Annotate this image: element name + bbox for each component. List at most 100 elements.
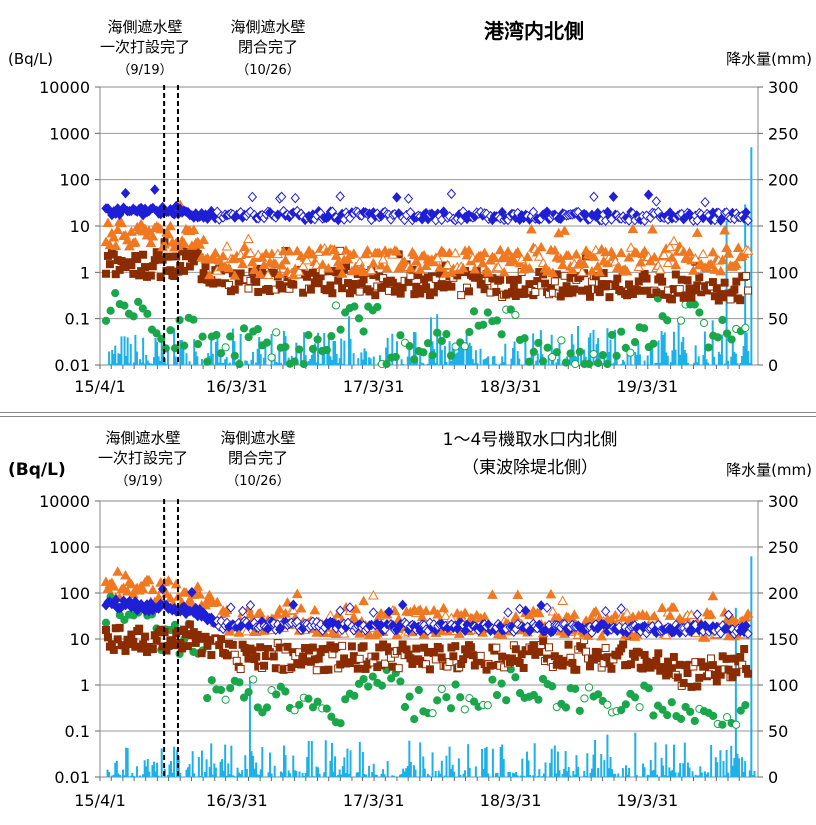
x-tick-label: 18/3/31: [480, 791, 542, 810]
marker-triangle: [221, 241, 233, 251]
annotation-date: （10/26）: [236, 63, 299, 78]
marker-triangle: [569, 609, 580, 619]
marker-triangle: [194, 239, 206, 249]
marker-circle: [492, 316, 502, 325]
marker-triangle: [126, 578, 137, 589]
marker-square: [244, 284, 253, 293]
y-tick-label: 0.1: [65, 310, 90, 329]
marker-diamond: [343, 617, 353, 629]
marker-circle: [322, 345, 331, 355]
marker-square: [197, 649, 206, 658]
marker-triangle: [723, 248, 734, 258]
y2-tick-label: 150: [768, 217, 799, 236]
marker-circle: [423, 339, 433, 348]
marker-circle: [230, 351, 239, 360]
marker-triangle: [664, 610, 676, 620]
y2-tick-label: 0: [768, 356, 778, 375]
marker-circle: [180, 341, 189, 350]
marker-circle: [235, 678, 244, 687]
marker-circle: [520, 334, 529, 343]
marker-triangle: [705, 258, 717, 269]
marker-circle: [713, 333, 722, 342]
marker-triangle: [586, 266, 598, 276]
marker-circle: [405, 692, 414, 701]
marker-square: [141, 632, 150, 641]
marker-circle: [433, 328, 442, 337]
marker-diamond: [700, 196, 710, 208]
marker-square: [464, 287, 473, 296]
marker-square: [732, 277, 741, 286]
marker-circle: [313, 697, 322, 706]
marker-circle: [488, 675, 497, 684]
marker-circle: [111, 289, 120, 298]
marker-circle: [244, 687, 253, 697]
marker-circle: [630, 337, 640, 347]
marker-triangle: [239, 241, 250, 252]
marker-square: [314, 654, 323, 663]
marker-triangle: [293, 266, 305, 276]
marker-circle: [534, 695, 543, 704]
marker-circle: [433, 696, 442, 705]
marker-triangle: [233, 627, 245, 637]
marker-diamond: [515, 603, 525, 615]
marker-circle: [460, 342, 469, 351]
marker-diamond: [247, 191, 258, 203]
marker-triangle: [547, 267, 559, 278]
marker-square: [338, 641, 347, 650]
marker-square: [139, 250, 148, 259]
marker-diamond: [534, 619, 544, 631]
marker-circle: [350, 691, 359, 700]
marker-diamond: [226, 602, 236, 613]
marker-circle: [557, 336, 566, 345]
marker-square: [103, 633, 112, 642]
marker-triangle: [340, 245, 352, 255]
marker-circle: [391, 352, 400, 362]
annotation-label: 海側遮水壁: [230, 18, 305, 36]
marker-square: [658, 277, 667, 286]
marker-square: [683, 276, 692, 285]
marker-circle: [529, 347, 538, 356]
marker-circle: [736, 706, 745, 715]
marker-circle: [644, 684, 653, 693]
marker-triangle: [129, 236, 141, 247]
marker-triangle: [108, 232, 120, 242]
marker-circle: [336, 719, 345, 728]
marker-diamond: [245, 600, 256, 611]
marker-triangle: [594, 266, 606, 277]
marker-diamond: [643, 189, 654, 201]
marker-circle: [193, 339, 203, 349]
marker-diamond: [616, 603, 626, 614]
annotation-date: （9/19）: [117, 63, 172, 78]
marker-circle: [212, 330, 221, 340]
marker-square: [102, 269, 110, 278]
marker-square: [359, 642, 368, 651]
marker-circle: [272, 328, 281, 337]
marker-circle: [594, 690, 603, 699]
y2-tick-label: 250: [768, 538, 799, 557]
marker-circle: [359, 674, 368, 684]
marker-triangle: [274, 268, 286, 279]
marker-square: [486, 661, 495, 670]
marker-triangle: [707, 590, 719, 601]
marker-circle: [239, 324, 249, 333]
marker-square: [595, 288, 604, 297]
marker-diamond: [276, 191, 287, 203]
marker-square: [722, 654, 731, 663]
marker-square: [371, 291, 380, 300]
marker-triangle: [719, 224, 730, 235]
marker-square: [585, 662, 594, 671]
marker-diamond: [743, 215, 753, 226]
y-tick-label: 10000: [39, 492, 90, 511]
marker-diamond: [335, 191, 345, 202]
y-tick-label: 0.1: [65, 722, 90, 741]
marker-triangle: [709, 264, 721, 274]
y2-tick-label: 100: [768, 263, 799, 282]
marker-triangle: [245, 247, 256, 257]
marker-triangle: [348, 612, 360, 622]
annotation-label: 一次打設完了: [100, 38, 190, 56]
marker-square: [102, 626, 110, 635]
marker-square: [334, 276, 343, 285]
marker-circle: [497, 330, 506, 339]
marker-square: [252, 277, 261, 286]
marker-circle: [718, 315, 727, 325]
